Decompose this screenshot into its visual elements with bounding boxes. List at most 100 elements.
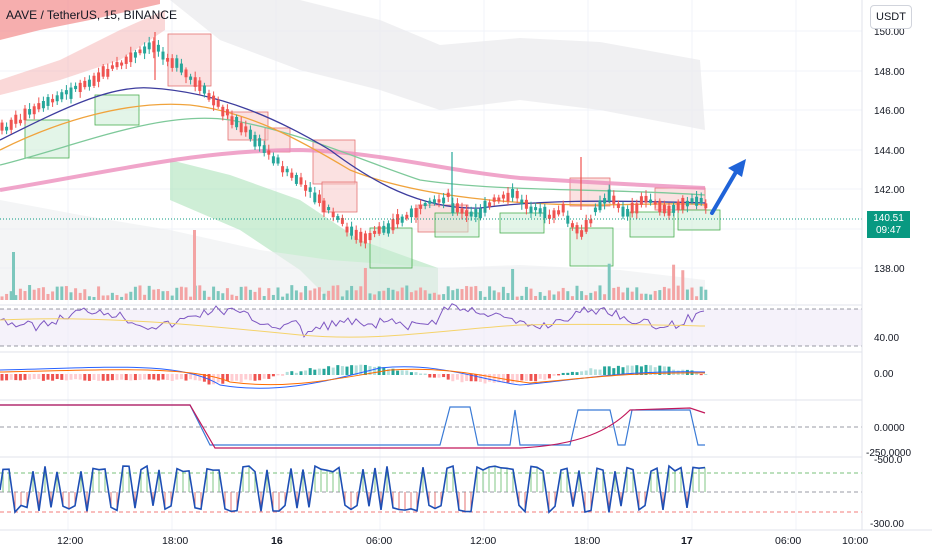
macd-histogram-bar <box>0 374 4 381</box>
volume-bar <box>400 287 404 300</box>
ema-20-line <box>0 87 706 209</box>
volume-bar <box>672 264 676 300</box>
volume-bar <box>336 285 340 300</box>
volume-bar <box>110 292 114 300</box>
supply-zone-box <box>312 139 356 185</box>
candle-body <box>28 109 32 115</box>
macd-histogram-bar <box>612 368 616 375</box>
volume-bar <box>60 286 64 300</box>
candle-body <box>9 119 13 130</box>
macd-histogram-bar <box>557 374 561 376</box>
lower-band-grey <box>0 200 705 300</box>
candle-body <box>626 208 630 217</box>
time-tick: 12:00 <box>470 535 496 547</box>
volume-bar <box>593 291 597 300</box>
forecast-arrow-icon <box>710 159 746 215</box>
macd-histogram-bar <box>258 374 262 381</box>
macd-histogram-bar <box>492 374 496 383</box>
candle-body <box>639 196 643 205</box>
candle-body <box>143 46 147 54</box>
macd-histogram-bar <box>87 374 91 381</box>
volume-bar <box>308 290 312 300</box>
volume-bar <box>414 290 418 300</box>
candle-body <box>419 204 423 209</box>
volume-bar <box>9 291 13 300</box>
volume-bar <box>478 291 482 300</box>
volume-bar <box>621 292 625 300</box>
candle-body <box>580 230 584 237</box>
volume-bar <box>474 286 478 300</box>
macd-histogram-bar <box>23 374 27 380</box>
candle-body <box>83 80 87 88</box>
volume-bar <box>345 290 349 300</box>
candle-body <box>635 203 639 214</box>
volume-bar <box>580 291 584 300</box>
macd-histogram-bar <box>55 374 59 380</box>
macd-histogram-bar <box>60 374 64 380</box>
candle-body <box>235 116 239 128</box>
order-block-boxes <box>24 33 721 269</box>
macd-histogram-bar <box>28 374 32 380</box>
candlesticks <box>0 32 708 249</box>
candle-body <box>78 82 82 93</box>
macd-histogram-bar <box>304 370 308 375</box>
symbol-title[interactable]: AAVE / TetherUS, 15, BINANCE <box>6 8 177 22</box>
volume-bar <box>133 286 137 300</box>
macd-histogram-bar <box>538 374 542 379</box>
price-axis[interactable]: 150.00 148.00 146.00 144.00 142.00 138.0… <box>874 27 905 275</box>
volume-bar <box>488 286 492 300</box>
macd-histogram-bar <box>451 374 455 382</box>
macd-histogram-bar <box>248 374 252 381</box>
volume-bar <box>653 290 657 300</box>
macd-histogram-bar <box>253 374 257 381</box>
ema-100-line <box>0 117 706 196</box>
time-tick: 06:00 <box>366 535 392 547</box>
macd-histogram-bar <box>506 374 510 383</box>
volume-bar <box>377 291 381 300</box>
macd-histogram-bar <box>350 365 354 375</box>
macd-histogram-bar <box>193 374 197 381</box>
volume-bar <box>658 290 662 300</box>
currency-button[interactable]: USDT <box>870 5 912 29</box>
volume-bar <box>690 287 694 300</box>
volume-bar <box>359 286 363 300</box>
demand-zone-box <box>569 227 614 267</box>
macd-histogram-bar <box>37 374 41 380</box>
volume-bar <box>612 287 616 300</box>
volume-bar <box>294 290 298 300</box>
upper-band-red-soft <box>0 10 165 95</box>
time-tick: 10:00 <box>842 535 868 547</box>
macd-histogram-bar <box>465 374 469 382</box>
macd-histogram-bar <box>566 372 570 375</box>
candle-body <box>368 233 372 241</box>
volume-bar <box>189 296 193 300</box>
macd-histogram-bar <box>603 366 607 375</box>
volume-bar <box>455 288 459 300</box>
macd-histogram-bar <box>607 366 611 375</box>
volume-bar <box>120 296 124 300</box>
candle-body <box>244 126 248 133</box>
volume-bar <box>598 285 602 300</box>
time-axis[interactable]: 12:00 18:00 16 06:00 12:00 18:00 17 06:0… <box>57 535 868 547</box>
volume-bar <box>543 295 547 300</box>
volume-bar <box>386 287 390 300</box>
macd-histogram-bar <box>653 367 657 375</box>
volume-bar <box>92 296 96 300</box>
macd-histogram-bar <box>584 370 588 375</box>
candle-body <box>230 116 234 125</box>
macd-histogram-bar <box>14 374 18 381</box>
candle-body <box>603 198 607 204</box>
candle-body <box>359 231 363 243</box>
osc-tick: 0.0000 <box>874 423 905 434</box>
macd-histogram-bar <box>51 374 55 381</box>
volume-bar <box>704 289 708 300</box>
volume-bar <box>262 296 266 300</box>
macd-histogram-bar <box>437 374 441 378</box>
candle-body <box>662 204 666 214</box>
volume-bar <box>506 293 510 300</box>
candle-body <box>488 202 492 207</box>
candle-body <box>276 157 280 164</box>
candle-body <box>161 51 165 60</box>
volume-bar <box>331 285 335 300</box>
